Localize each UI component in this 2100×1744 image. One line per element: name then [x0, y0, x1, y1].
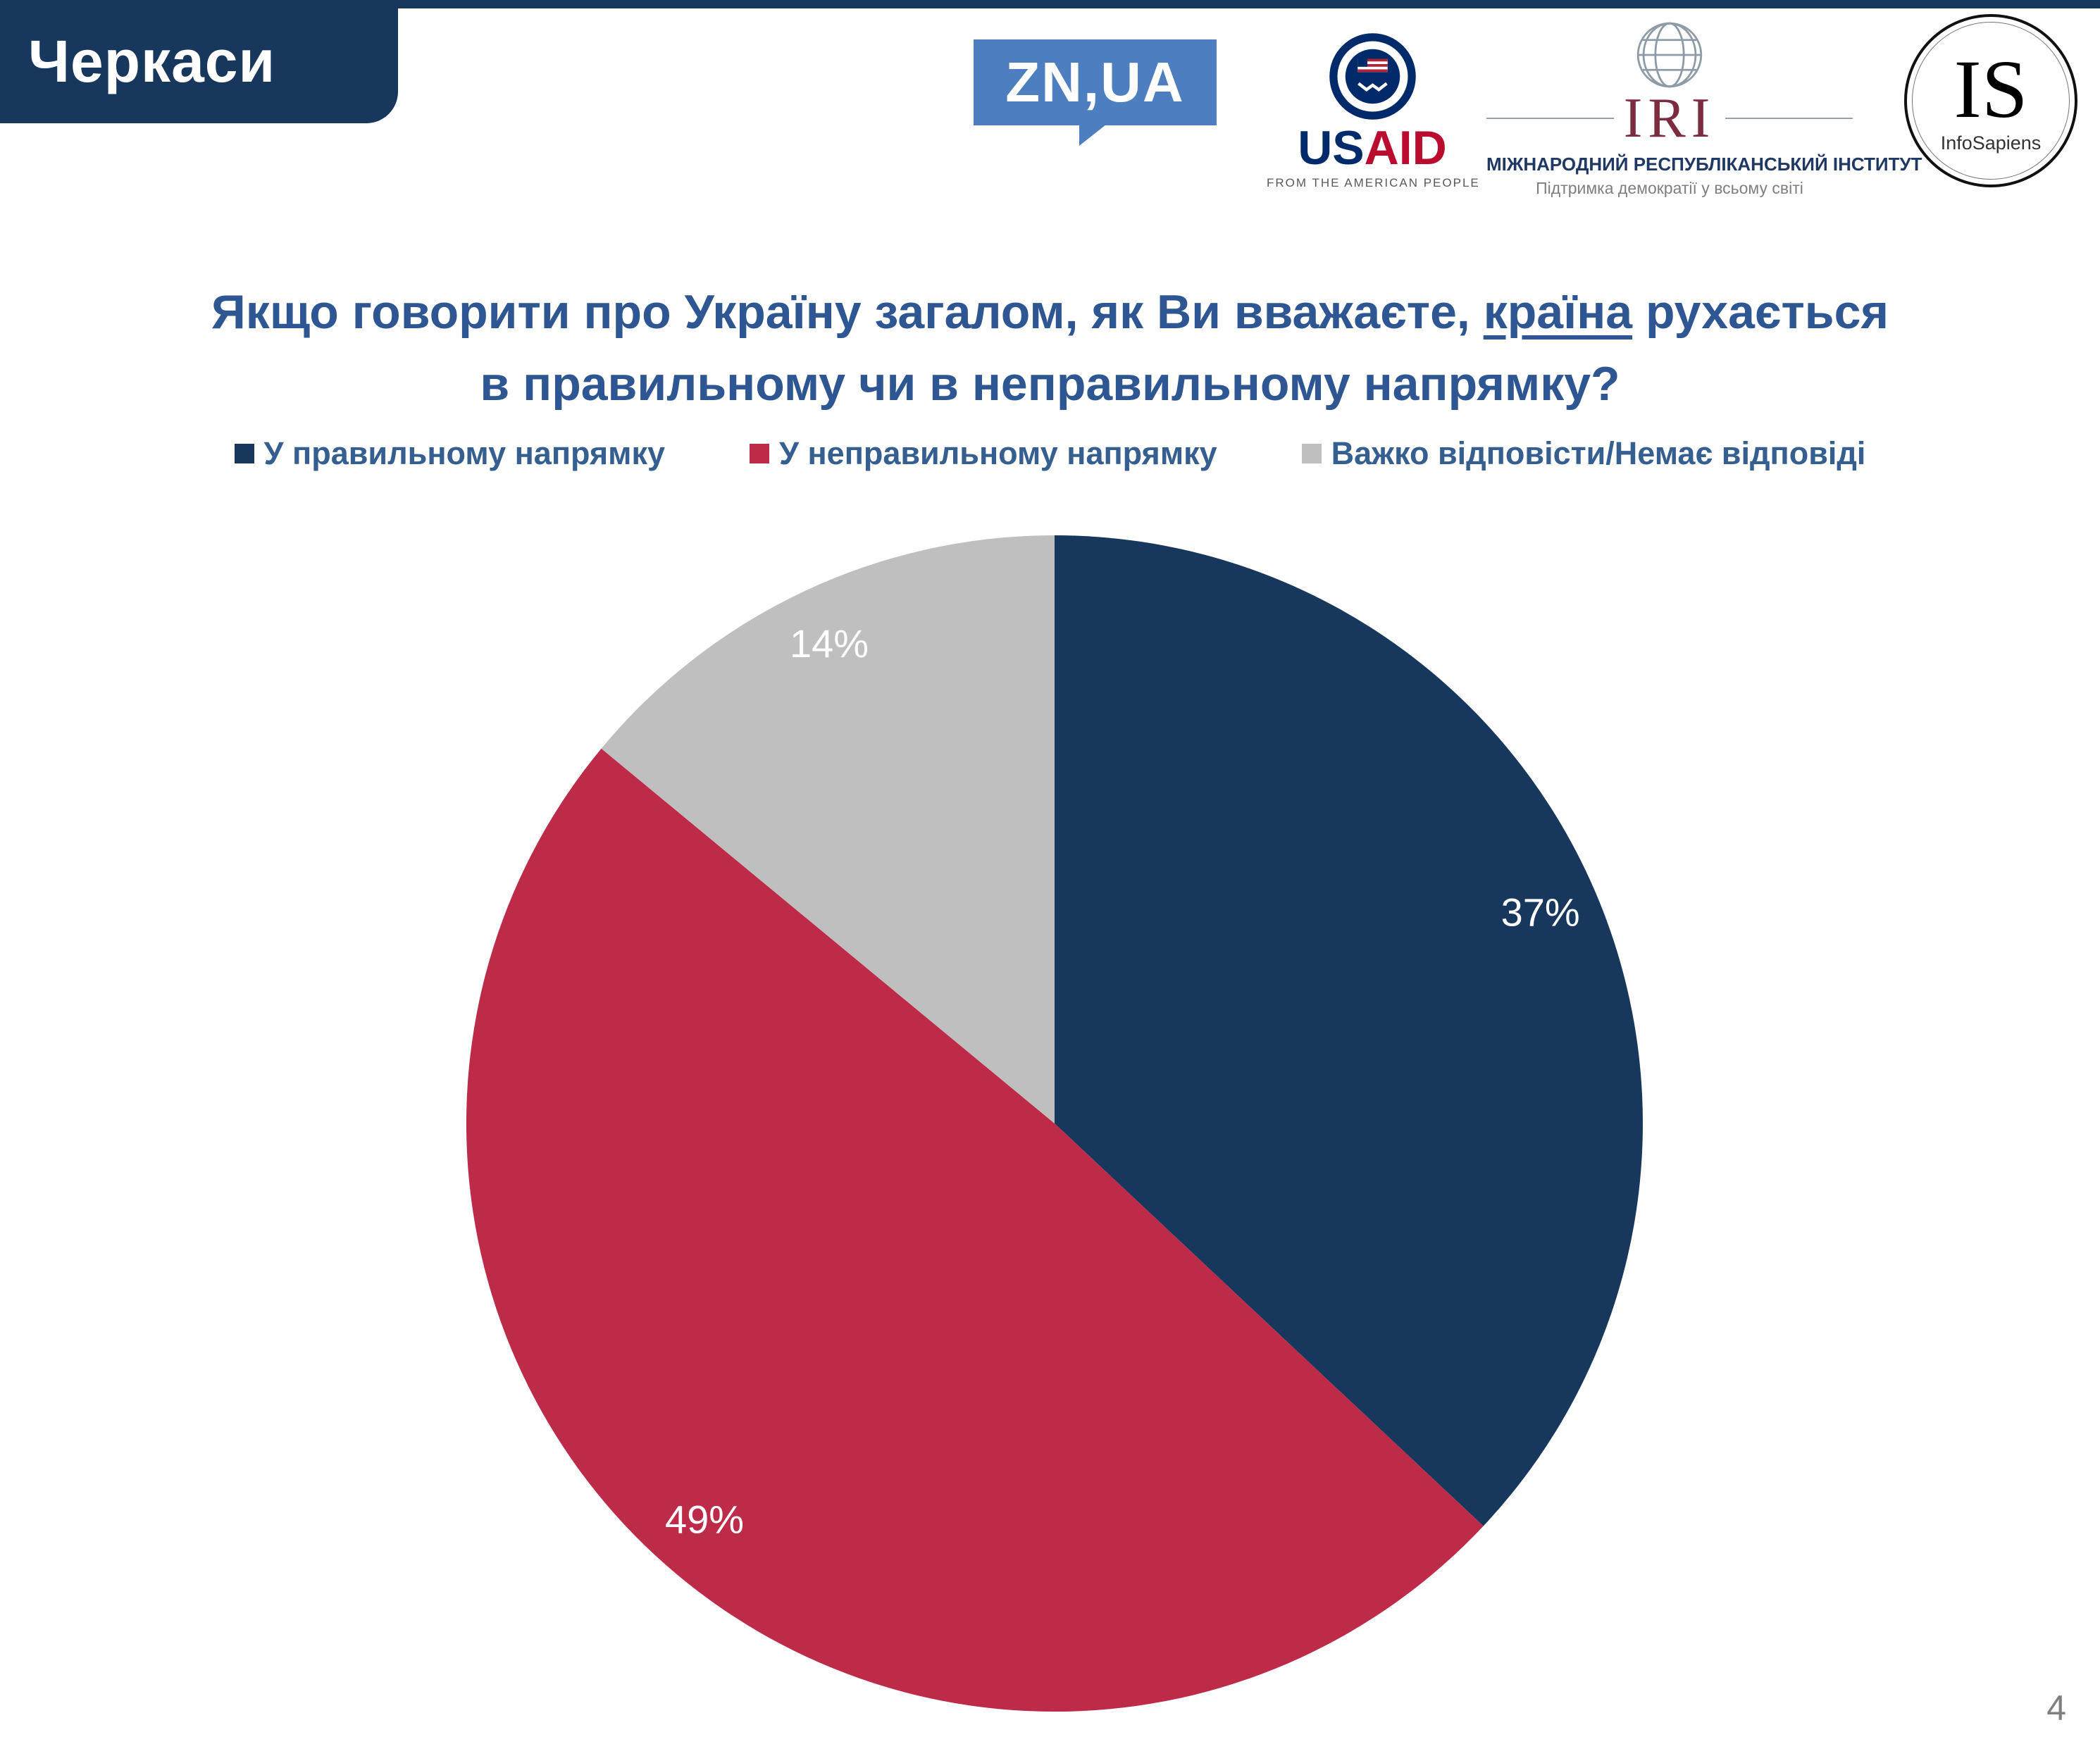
legend: У правильному напрямку У неправильному на… — [0, 435, 2100, 472]
pie-slice-0 — [1055, 535, 1644, 1526]
globe-icon — [1630, 15, 1709, 94]
iri-logo: IRI МІЖНАРОДНИЙ РЕСПУБЛІКАНСЬКИЙ ІНСТИТУ… — [1486, 15, 1922, 198]
legend-item: У неправильному напрямку — [750, 435, 1217, 472]
iri-tagline: Підтримка демократії у всьому світі — [1536, 179, 1803, 197]
legend-swatch — [1301, 444, 1322, 463]
pie-slice-2 — [601, 535, 1055, 1123]
usaid-word-aid: AID — [1364, 121, 1447, 175]
page-number: 4 — [2046, 1688, 2066, 1728]
region-label: Черкаси — [28, 28, 276, 94]
title-pre: Якщо говорити про Україну загалом, як Ви… — [211, 285, 1484, 339]
legend-label: Важко відповісти/Немає відповіді — [1331, 435, 1866, 471]
infosapiens-acronym: IS — [1953, 42, 2028, 135]
pie-slice-label-0: 37% — [1501, 890, 1580, 935]
question-title: Якщо говорити про Україну загалом, як Ви… — [0, 276, 2100, 420]
question-title-line1: Якщо говорити про Україну загалом, як Ви… — [0, 276, 2100, 348]
iri-acronym-row: IRI — [1486, 90, 1853, 147]
infosapiens-circle: IS InfoSapiens — [1904, 14, 2077, 187]
legend-label: У неправильному напрямку — [779, 435, 1217, 471]
znua-logo: ZN,UA — [974, 39, 1217, 146]
iri-rule-right — [1725, 118, 1853, 119]
title-underlined-word: країна — [1483, 285, 1633, 339]
legend-swatch — [750, 444, 769, 463]
pie-slice-label-1: 49% — [665, 1497, 744, 1542]
top-border — [0, 0, 2100, 8]
usaid-emblem-icon — [1329, 32, 1417, 120]
pie-slice-label-2: 14% — [790, 621, 869, 666]
usaid-logo: USAID FROM THE AMERICAN PEOPLE — [1267, 32, 1480, 190]
legend-label: У правильному напрямку — [263, 435, 665, 471]
legend-item: У правильному напрямку — [234, 435, 665, 472]
usaid-word-us: US — [1298, 121, 1365, 175]
legend-item: Важко відповісти/Немає відповіді — [1301, 435, 1866, 472]
iri-institute-name: МІЖНАРОДНИЙ РЕСПУБЛІКАНСЬКИЙ ІНСТИТУТ — [1486, 154, 1922, 175]
infosapiens-logo: IS InfoSapiens — [1904, 14, 2077, 187]
legend-swatch — [234, 444, 254, 463]
title-post: рухається — [1632, 285, 1889, 339]
pie-chart: 37% 49% 14% — [466, 535, 1644, 1712]
pie-slice-1 — [466, 748, 1484, 1712]
region-label-box: Черкаси — [0, 0, 398, 123]
infosapiens-name: InfoSapiens — [1940, 132, 2042, 154]
usaid-wordmark: USAID — [1267, 123, 1478, 173]
question-title-line2: в правильному чи в неправильному напрямк… — [480, 357, 1620, 411]
iri-rule-left — [1486, 118, 1614, 119]
znua-logo-text: ZN,UA — [1005, 51, 1185, 113]
iri-acronym: IRI — [1623, 87, 1716, 149]
usaid-tagline: FROM THE AMERICAN PEOPLE — [1267, 176, 1480, 190]
